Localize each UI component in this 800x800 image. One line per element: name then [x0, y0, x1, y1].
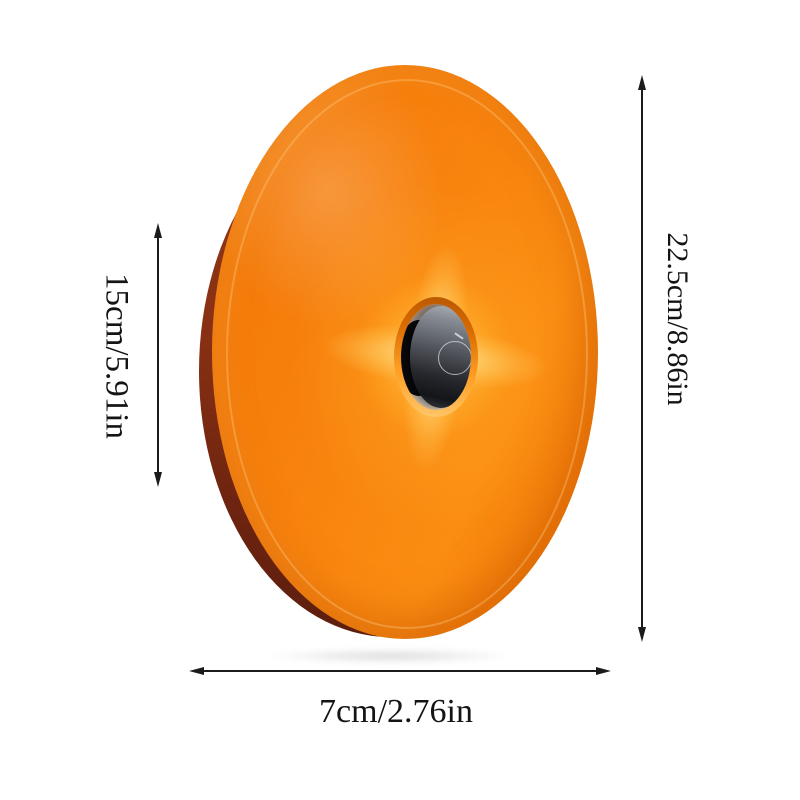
inner-height-label: 15cm/5.91in — [98, 273, 135, 439]
arrowhead-up-icon — [638, 75, 646, 90]
lamp-center-hole — [401, 304, 471, 410]
inner-height-arrow — [152, 223, 164, 487]
arrowhead-right-icon — [596, 667, 611, 675]
overall-height-arrow — [636, 75, 648, 642]
overall-height-label: 22.5cm/8.86in — [661, 232, 694, 406]
arrowhead-down-icon — [154, 472, 162, 487]
arrowhead-left-icon — [189, 667, 204, 675]
arrowhead-up-icon — [154, 223, 162, 238]
dimension-line — [157, 238, 159, 472]
dimension-line — [204, 670, 596, 672]
depth-arrow — [189, 665, 611, 677]
lamp-shadow — [225, 646, 555, 666]
chrome-ring — [438, 341, 471, 375]
arrowhead-down-icon — [638, 627, 646, 642]
dimension-line — [641, 90, 643, 627]
depth-label: 7cm/2.76in — [319, 693, 473, 730]
